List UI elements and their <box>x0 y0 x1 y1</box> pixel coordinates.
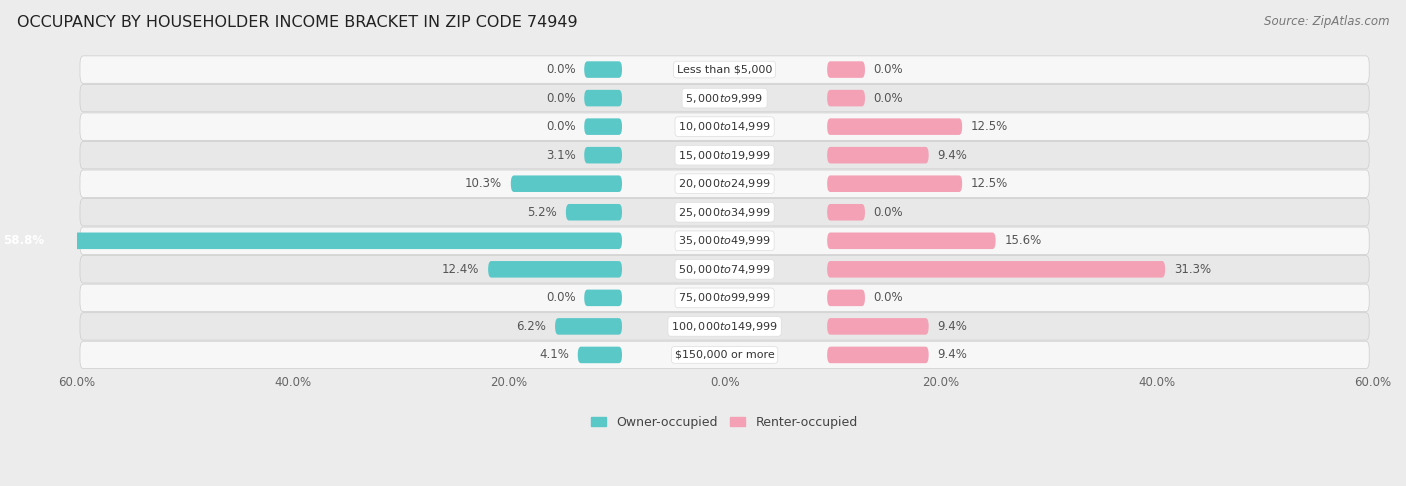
Text: 0.0%: 0.0% <box>873 206 903 219</box>
FancyBboxPatch shape <box>827 204 865 221</box>
FancyBboxPatch shape <box>80 141 1369 169</box>
FancyBboxPatch shape <box>80 227 1369 255</box>
Text: Source: ZipAtlas.com: Source: ZipAtlas.com <box>1264 15 1389 28</box>
FancyBboxPatch shape <box>585 61 621 78</box>
Text: 9.4%: 9.4% <box>938 149 967 162</box>
FancyBboxPatch shape <box>585 119 621 135</box>
FancyBboxPatch shape <box>565 204 621 221</box>
FancyBboxPatch shape <box>827 290 865 306</box>
FancyBboxPatch shape <box>827 347 929 363</box>
Text: $50,000 to $74,999: $50,000 to $74,999 <box>678 263 770 276</box>
Text: 0.0%: 0.0% <box>873 91 903 104</box>
FancyBboxPatch shape <box>80 85 1369 112</box>
Text: 0.0%: 0.0% <box>546 120 575 133</box>
FancyBboxPatch shape <box>80 199 1369 226</box>
Text: 6.2%: 6.2% <box>516 320 547 333</box>
Text: 4.1%: 4.1% <box>540 348 569 362</box>
Text: $35,000 to $49,999: $35,000 to $49,999 <box>678 234 770 247</box>
Text: 9.4%: 9.4% <box>938 320 967 333</box>
Text: 0.0%: 0.0% <box>546 291 575 304</box>
Text: 10.3%: 10.3% <box>465 177 502 190</box>
FancyBboxPatch shape <box>80 56 1369 83</box>
FancyBboxPatch shape <box>80 170 1369 197</box>
FancyBboxPatch shape <box>80 284 1369 312</box>
FancyBboxPatch shape <box>827 90 865 106</box>
Text: $20,000 to $24,999: $20,000 to $24,999 <box>678 177 770 190</box>
FancyBboxPatch shape <box>827 119 962 135</box>
Text: OCCUPANCY BY HOUSEHOLDER INCOME BRACKET IN ZIP CODE 74949: OCCUPANCY BY HOUSEHOLDER INCOME BRACKET … <box>17 15 578 30</box>
FancyBboxPatch shape <box>585 147 621 163</box>
Text: 15.6%: 15.6% <box>1004 234 1042 247</box>
Text: $15,000 to $19,999: $15,000 to $19,999 <box>678 149 770 162</box>
FancyBboxPatch shape <box>555 318 621 335</box>
FancyBboxPatch shape <box>585 290 621 306</box>
Text: 0.0%: 0.0% <box>873 291 903 304</box>
FancyBboxPatch shape <box>578 347 621 363</box>
Text: 12.4%: 12.4% <box>441 263 479 276</box>
Text: 31.3%: 31.3% <box>1174 263 1211 276</box>
FancyBboxPatch shape <box>80 113 1369 140</box>
Text: 3.1%: 3.1% <box>546 149 575 162</box>
Text: 12.5%: 12.5% <box>970 120 1008 133</box>
FancyBboxPatch shape <box>585 90 621 106</box>
FancyBboxPatch shape <box>0 232 621 249</box>
Text: $100,000 to $149,999: $100,000 to $149,999 <box>671 320 778 333</box>
Text: $10,000 to $14,999: $10,000 to $14,999 <box>678 120 770 133</box>
FancyBboxPatch shape <box>827 318 929 335</box>
FancyBboxPatch shape <box>827 261 1166 278</box>
Text: 0.0%: 0.0% <box>873 63 903 76</box>
Text: $5,000 to $9,999: $5,000 to $9,999 <box>686 91 763 104</box>
FancyBboxPatch shape <box>827 175 962 192</box>
Text: 58.8%: 58.8% <box>3 234 45 247</box>
FancyBboxPatch shape <box>80 312 1369 340</box>
FancyBboxPatch shape <box>80 256 1369 283</box>
Legend: Owner-occupied, Renter-occupied: Owner-occupied, Renter-occupied <box>586 411 863 434</box>
FancyBboxPatch shape <box>827 61 865 78</box>
Text: 12.5%: 12.5% <box>970 177 1008 190</box>
Text: 5.2%: 5.2% <box>527 206 557 219</box>
FancyBboxPatch shape <box>827 232 995 249</box>
Text: $25,000 to $34,999: $25,000 to $34,999 <box>678 206 770 219</box>
Text: $150,000 or more: $150,000 or more <box>675 350 775 360</box>
FancyBboxPatch shape <box>80 341 1369 368</box>
Text: 0.0%: 0.0% <box>546 63 575 76</box>
FancyBboxPatch shape <box>488 261 621 278</box>
Text: $75,000 to $99,999: $75,000 to $99,999 <box>678 291 770 304</box>
FancyBboxPatch shape <box>510 175 621 192</box>
Text: 9.4%: 9.4% <box>938 348 967 362</box>
Text: 0.0%: 0.0% <box>546 91 575 104</box>
Text: Less than $5,000: Less than $5,000 <box>676 65 772 74</box>
FancyBboxPatch shape <box>827 147 929 163</box>
